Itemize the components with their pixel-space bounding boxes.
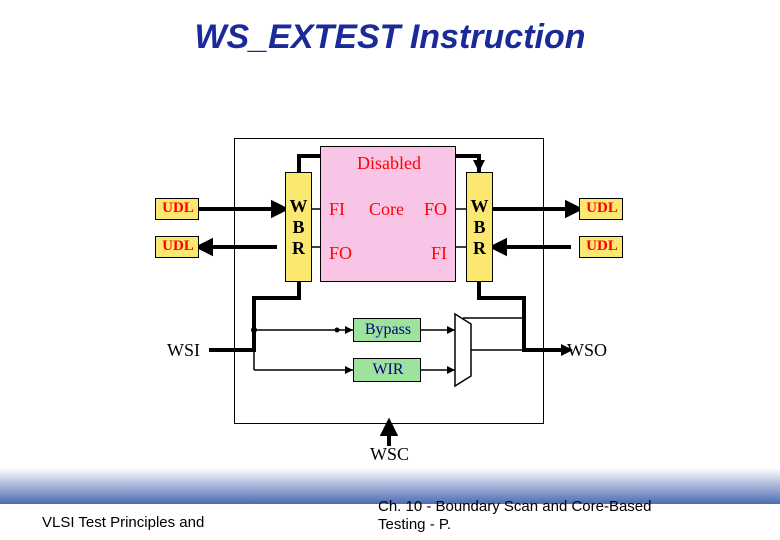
- footer-right-line2: Testing - P.: [378, 516, 652, 534]
- wbr-left-label2: B: [292, 217, 304, 238]
- udl-tl-label: UDL: [156, 200, 200, 217]
- udl-top-left: UDL: [155, 198, 199, 220]
- slide-title-text: WS_EXTEST Instruction: [194, 18, 585, 56]
- core-fo-tr: FO: [424, 199, 447, 220]
- footer-right-text: Ch. 10 - Boundary Scan and Core-Based Te…: [378, 498, 652, 534]
- core-box: Disabled FI Core FO FO FI: [320, 146, 456, 282]
- udl-top-right: UDL: [579, 198, 623, 220]
- bypass-label: Bypass: [354, 321, 422, 339]
- wsc-label: WSC: [370, 444, 409, 465]
- udl-bottom-left: UDL: [155, 236, 199, 258]
- bypass-reg: Bypass: [353, 318, 421, 342]
- udl-tr-label: UDL: [580, 200, 624, 217]
- core-label: Core: [369, 199, 404, 220]
- wbr-right: W B R: [466, 172, 493, 282]
- wbr-right-label3: R: [473, 238, 486, 259]
- wbr-left: W B R: [285, 172, 312, 282]
- wir-reg: WIR: [353, 358, 421, 382]
- footer-left-text: VLSI Test Principles and: [42, 514, 204, 531]
- core-fi-tl: FI: [329, 199, 345, 220]
- wbr-right-label2: B: [473, 217, 485, 238]
- udl-br-label: UDL: [580, 238, 624, 255]
- core-fi-br: FI: [431, 243, 447, 264]
- wsi-label: WSI: [167, 340, 200, 361]
- core-fo-bl: FO: [329, 243, 352, 264]
- wbr-left-label3: R: [292, 238, 305, 259]
- core-disabled-label: Disabled: [321, 153, 457, 174]
- slide-title: WS_EXTEST Instruction: [0, 18, 780, 57]
- footer-right-line1: Ch. 10 - Boundary Scan and Core-Based: [378, 498, 652, 516]
- udl-bottom-right: UDL: [579, 236, 623, 258]
- wbr-left-label: W: [290, 196, 308, 217]
- wbr-right-label: W: [471, 196, 489, 217]
- wir-label: WIR: [354, 361, 422, 379]
- udl-bl-label: UDL: [156, 238, 200, 255]
- wso-label: WSO: [567, 340, 607, 361]
- diagram-area: Disabled FI Core FO FO FI W B R W B R UD…: [155, 118, 623, 462]
